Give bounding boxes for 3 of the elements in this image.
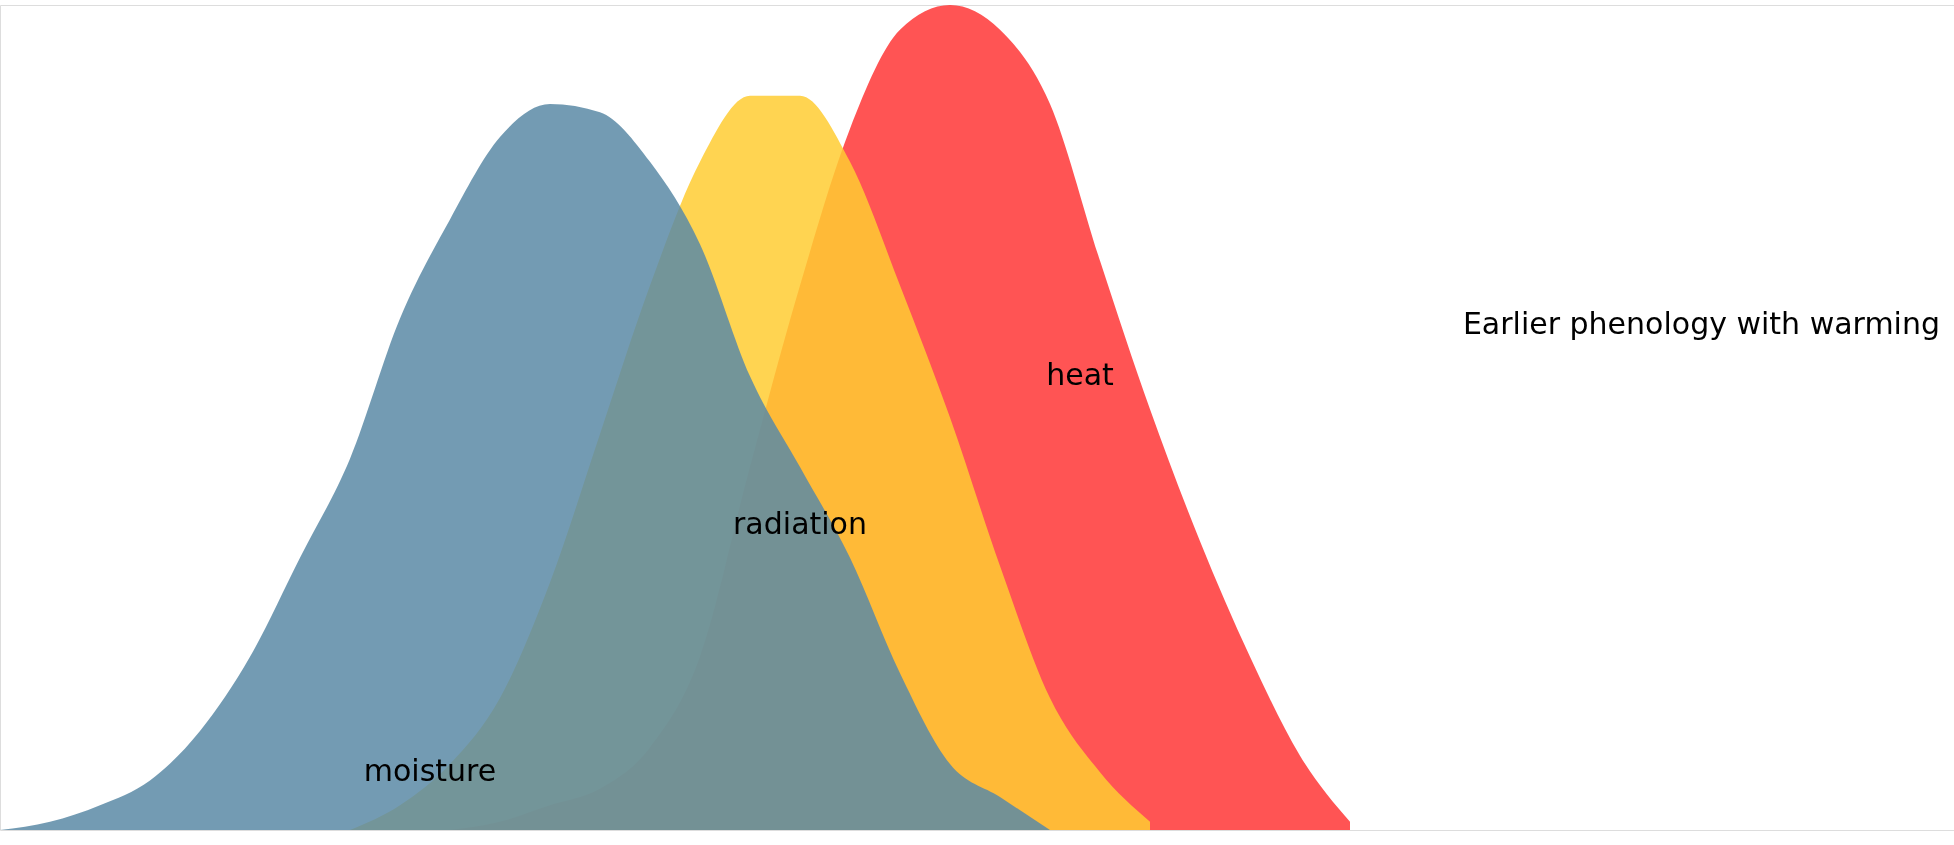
- text: Earlier phenology with warming: [1462, 306, 1940, 341]
- series-label: moisture: [363, 753, 497, 789]
- series-label: heat: [1046, 357, 1115, 393]
